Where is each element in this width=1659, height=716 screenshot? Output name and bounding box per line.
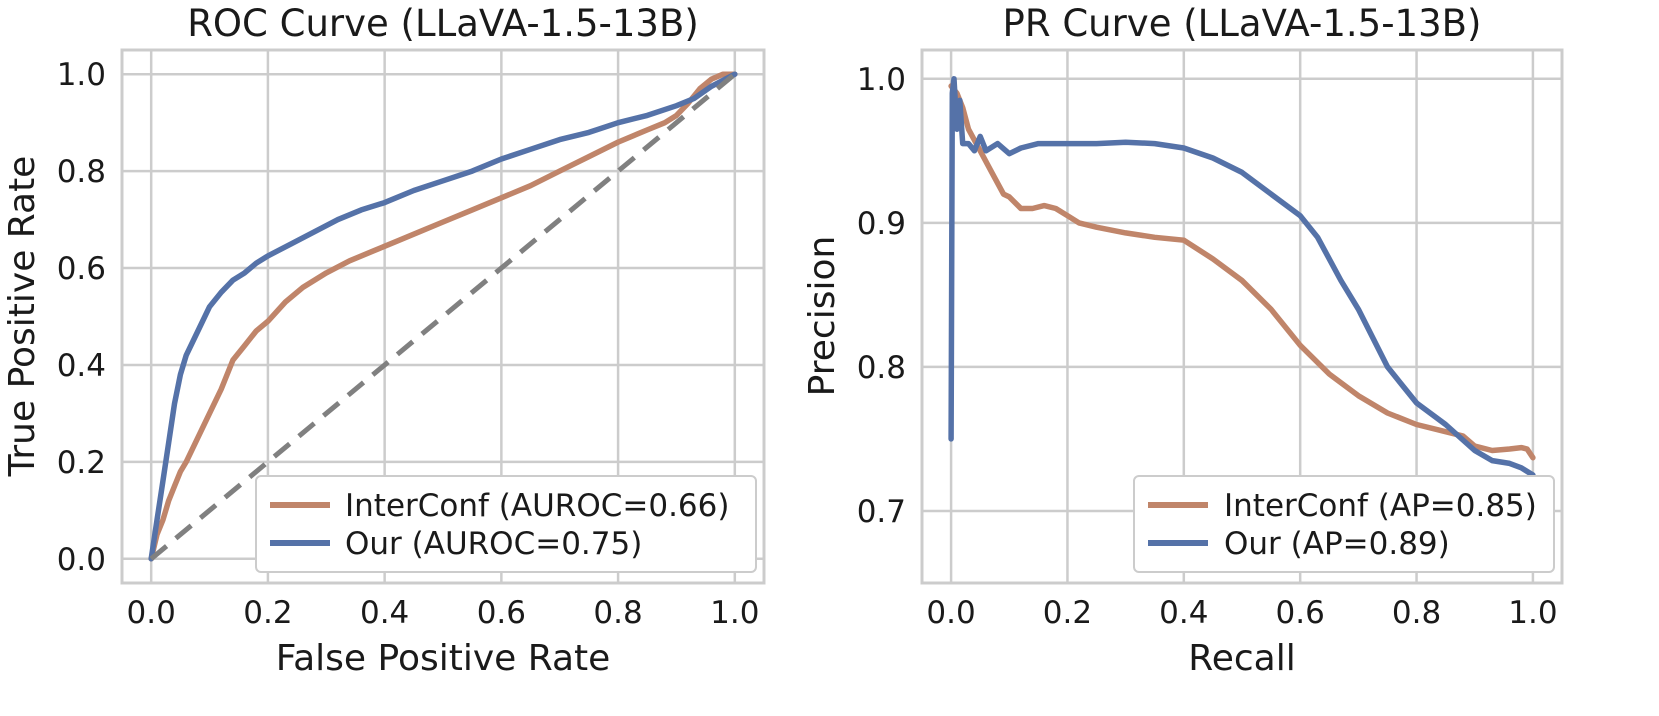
- pr-legend-box: [1133, 475, 1555, 573]
- pr-chart-title: PR Curve (LLaVA-1.5-13B): [1003, 2, 1482, 45]
- roc-legend-label-interconf: InterConf (AUROC=0.66): [345, 488, 729, 524]
- roc-x-tick-label: 0.4: [360, 595, 409, 631]
- pr-x-tick-label: 0.8: [1392, 595, 1441, 631]
- roc-y-ticks: 0.0 0.2 0.4 0.6 0.8 1.0: [57, 57, 106, 578]
- roc-x-tick-label: 0.8: [593, 595, 642, 631]
- roc-x-tick-label: 0.0: [127, 595, 176, 631]
- roc-series-line-interconf: [148, 71, 738, 562]
- pr-x-tick-label: 0.0: [926, 595, 975, 631]
- roc-y-tick-label: 0.8: [57, 154, 106, 190]
- roc-x-tick-label: 1.0: [710, 595, 759, 631]
- pr-y-tick-label: 0.7: [857, 494, 906, 530]
- roc-legend: InterConf (AUROC=0.66) Our (AUROC=0.75): [255, 475, 757, 573]
- roc-series: [148, 71, 738, 562]
- pr-chart: 0.0 0.2 0.4 0.6 0.8 1.0 0.7 0.8 0.9 1.0 PR Curve…: [802, 2, 1564, 679]
- pr-series-line-our: [948, 76, 1536, 478]
- pr-plot-area: [920, 48, 1564, 585]
- pr-legend-label-interconf: InterConf (AP=0.85): [1224, 488, 1537, 524]
- pr-y-ticks: 0.7 0.8 0.9 1.0: [857, 62, 906, 530]
- roc-x-axis-label: False Positive Rate: [276, 638, 611, 679]
- pr-legend: InterConf (AP=0.85) Our (AP=0.89): [1133, 475, 1555, 573]
- roc-chart-title: ROC Curve (LLaVA-1.5-13B): [187, 2, 699, 45]
- roc-x-tick-label: 0.2: [243, 595, 292, 631]
- roc-series-line-our: [148, 71, 738, 562]
- pr-series-line-interconf: [948, 83, 1536, 461]
- pr-x-tick-label: 0.4: [1159, 595, 1208, 631]
- roc-legend-label-our: Our (AUROC=0.75): [345, 526, 642, 562]
- pr-x-tick-label: 0.6: [1276, 595, 1325, 631]
- roc-y-tick-label: 0.4: [57, 348, 106, 384]
- pr-y-axis-label: Precision: [802, 236, 843, 397]
- pr-y-tick-label: 0.9: [857, 206, 906, 242]
- roc-x-tick-label: 0.6: [477, 595, 526, 631]
- pr-x-axis-label: Recall: [1188, 638, 1295, 679]
- roc-y-tick-label: 0.2: [57, 445, 106, 481]
- pr-y-tick-label: 1.0: [857, 62, 906, 98]
- pr-x-tick-label: 0.2: [1043, 595, 1092, 631]
- pr-x-ticks: 0.0 0.2 0.4 0.6 0.8 1.0: [926, 595, 1557, 631]
- roc-plot-area: [120, 48, 766, 585]
- pr-legend-label-our: Our (AP=0.89): [1224, 526, 1450, 562]
- roc-y-axis-label: True Positive Rate: [2, 156, 43, 478]
- pr-y-tick-label: 0.8: [857, 350, 906, 386]
- roc-legend-box: [255, 475, 757, 573]
- roc-chart: 0.0 0.2 0.4 0.6 0.8 1.0 0.0 0.2 0.4 0.6 0.8 1.0 RO…: [2, 2, 766, 679]
- roc-y-tick-label: 1.0: [57, 57, 106, 93]
- pr-series: [948, 76, 1536, 478]
- roc-y-tick-label: 0.6: [57, 251, 106, 287]
- pr-x-tick-label: 1.0: [1508, 595, 1557, 631]
- roc-y-tick-label: 0.0: [57, 542, 106, 578]
- roc-x-ticks: 0.0 0.2 0.4 0.6 0.8 1.0: [127, 595, 760, 631]
